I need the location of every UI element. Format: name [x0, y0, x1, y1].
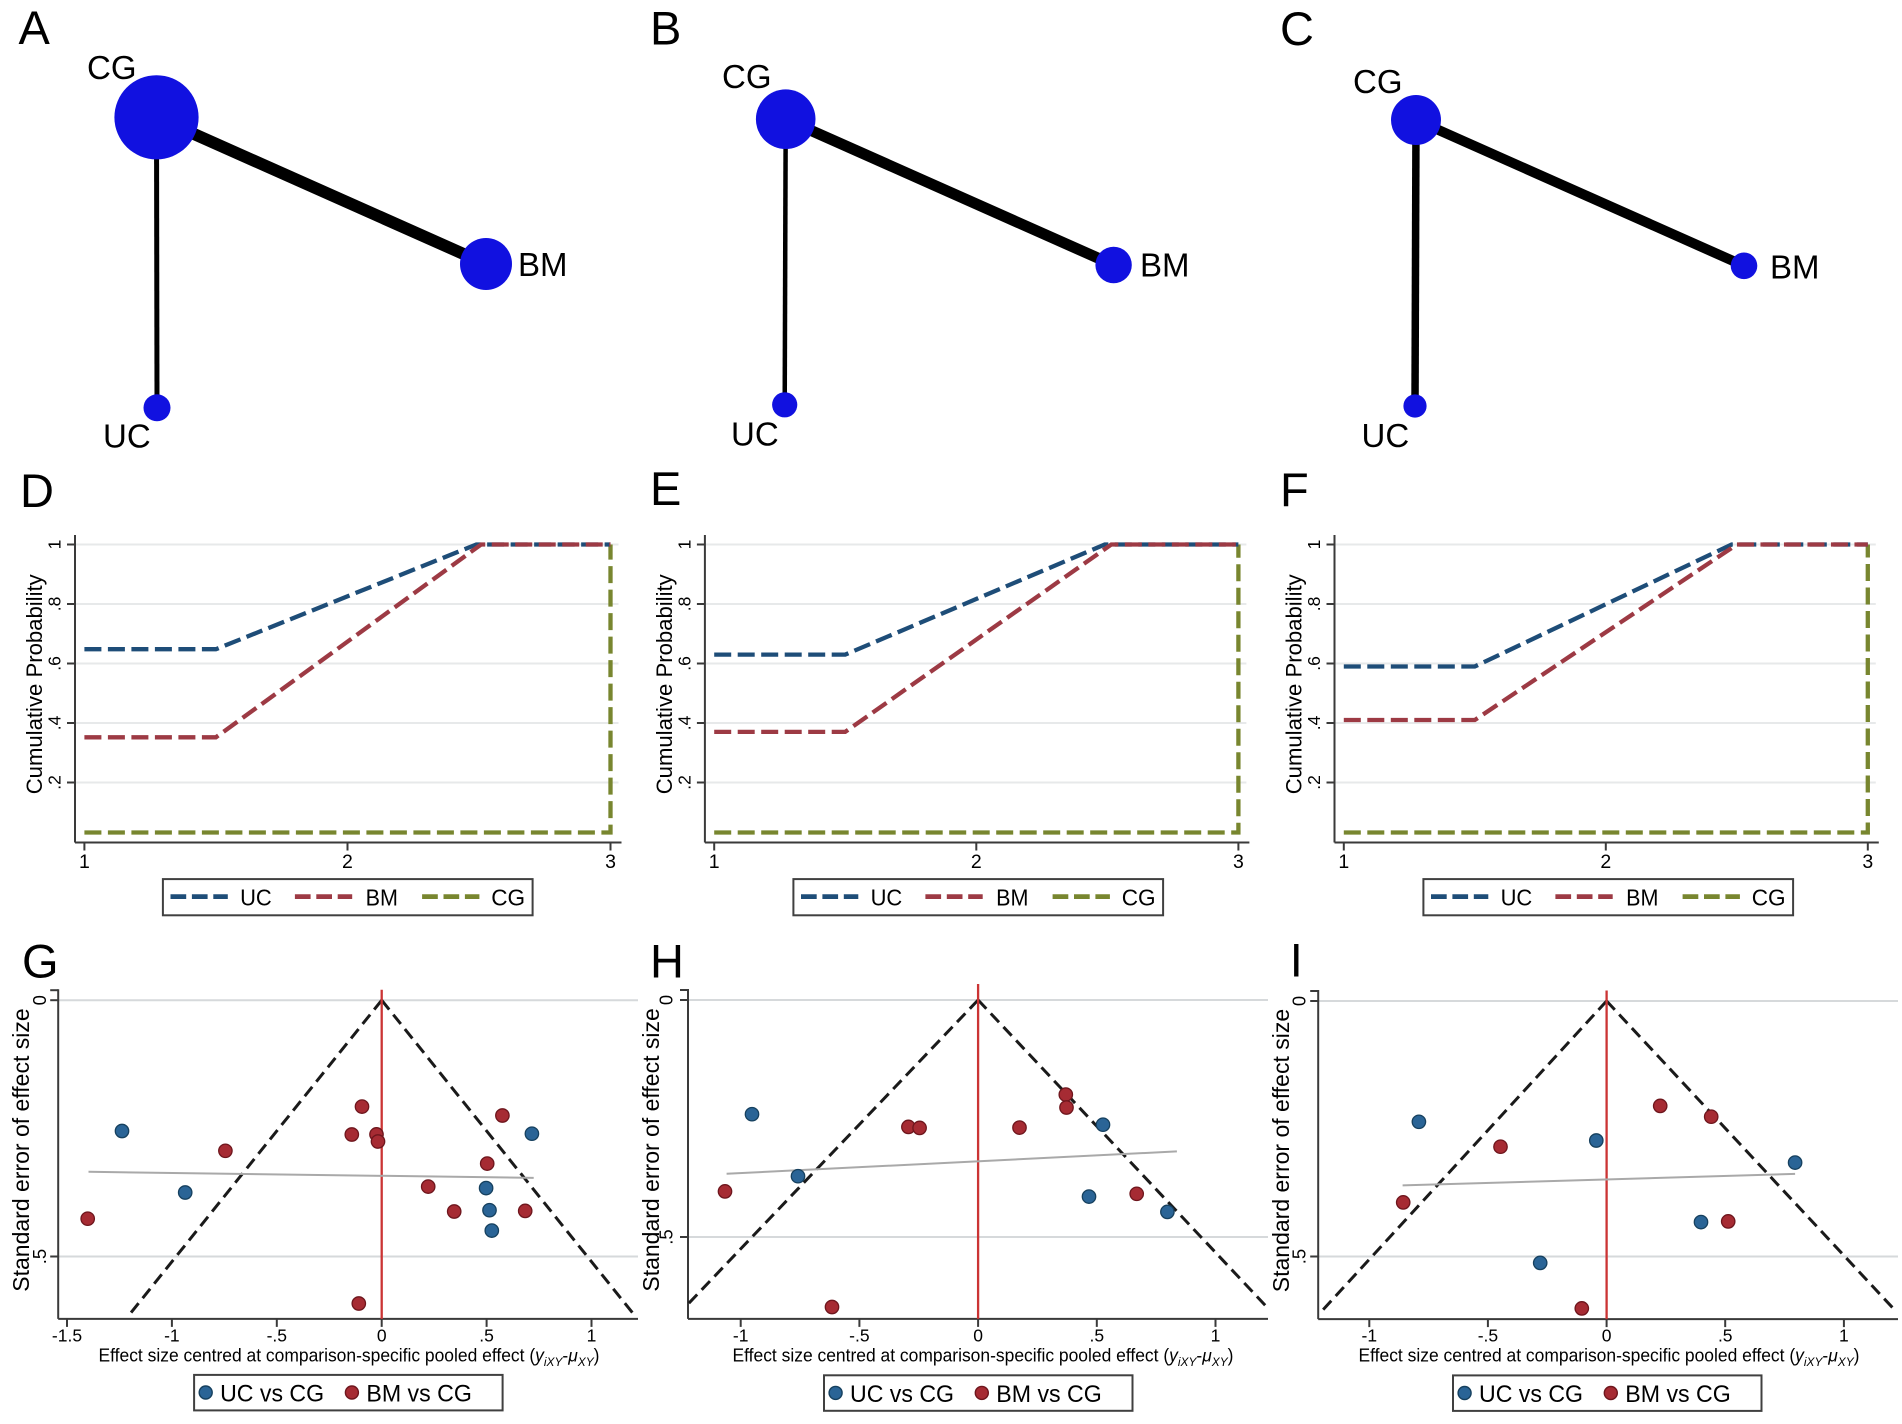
svg-text:UC: UC: [871, 885, 903, 911]
svg-text:BM vs CG: BM vs CG: [996, 1381, 1102, 1408]
svg-text:0: 0: [377, 1325, 387, 1345]
svg-text:Effect size centred at compari: Effect size centred at comparison-specif…: [99, 1346, 600, 1370]
svg-text:.5: .5: [479, 1325, 494, 1345]
svg-text:0: 0: [1602, 1326, 1612, 1346]
svg-text:UC vs CG: UC vs CG: [220, 1380, 324, 1407]
svg-text:Cumulative Probability: Cumulative Probability: [1282, 574, 1307, 794]
svg-text:.4: .4: [1304, 715, 1324, 730]
svg-text:2: 2: [971, 851, 982, 873]
svg-text:.5: .5: [1289, 1249, 1310, 1264]
svg-text:BM: BM: [1626, 885, 1658, 911]
svg-text:UC: UC: [240, 885, 272, 911]
svg-text:.5: .5: [1718, 1326, 1733, 1346]
svg-text:.4: .4: [45, 715, 65, 730]
svg-text:Standard error of effect size: Standard error of effect size: [638, 1008, 664, 1291]
svg-text:3: 3: [1233, 851, 1244, 873]
svg-text:CG: CG: [1752, 885, 1786, 911]
svg-text:-.5: -.5: [267, 1325, 287, 1345]
svg-text:-1: -1: [164, 1325, 180, 1345]
svg-text:Standard error of effect size: Standard error of effect size: [1268, 1009, 1294, 1292]
svg-text:BM: BM: [366, 885, 398, 911]
svg-text:UC: UC: [1362, 417, 1410, 454]
svg-text:.8: .8: [674, 597, 694, 612]
svg-text:CG: CG: [1122, 885, 1156, 911]
svg-text:UC vs CG: UC vs CG: [1479, 1381, 1583, 1408]
svg-text:-.5: -.5: [1478, 1326, 1498, 1346]
svg-text:1: 1: [1304, 540, 1324, 550]
svg-text:CG: CG: [87, 49, 137, 86]
svg-text:2: 2: [1600, 851, 1611, 873]
svg-text:.6: .6: [674, 656, 694, 671]
svg-text:UC: UC: [731, 416, 779, 453]
svg-text:.2: .2: [1304, 775, 1324, 790]
svg-text:BM: BM: [1770, 248, 1820, 285]
svg-text:CG: CG: [1353, 63, 1403, 100]
svg-text:CG: CG: [491, 885, 525, 911]
svg-text:B: B: [650, 2, 681, 55]
svg-text:H: H: [650, 935, 684, 988]
svg-text:I: I: [1290, 934, 1303, 987]
svg-text:G: G: [22, 935, 59, 988]
svg-text:.6: .6: [1304, 656, 1324, 671]
svg-text:1: 1: [1211, 1325, 1221, 1345]
svg-text:CG: CG: [722, 58, 772, 95]
svg-text:.5: .5: [1089, 1325, 1104, 1345]
svg-text:1: 1: [674, 540, 694, 550]
svg-text:UC: UC: [103, 418, 151, 455]
svg-text:A: A: [19, 1, 51, 54]
svg-text:Effect size centred at compari: Effect size centred at comparison-specif…: [1359, 1346, 1860, 1370]
svg-text:1: 1: [1338, 851, 1349, 873]
svg-text:-1.5: -1.5: [52, 1325, 82, 1345]
svg-text:1: 1: [587, 1325, 597, 1345]
svg-text:-1: -1: [733, 1325, 749, 1345]
svg-text:UC vs CG: UC vs CG: [850, 1381, 954, 1408]
svg-text:1: 1: [709, 851, 720, 873]
svg-text:.4: .4: [674, 715, 694, 730]
svg-text:0: 0: [1289, 996, 1310, 1006]
svg-text:Cumulative Probability: Cumulative Probability: [22, 574, 47, 794]
svg-text:BM: BM: [996, 885, 1028, 911]
svg-text:2: 2: [342, 851, 353, 873]
svg-text:.5: .5: [656, 1229, 677, 1244]
svg-text:.5: .5: [29, 1249, 50, 1264]
svg-text:1: 1: [1839, 1326, 1849, 1346]
svg-text:.6: .6: [45, 656, 65, 671]
svg-text:1: 1: [45, 540, 65, 550]
svg-text:Standard error of effect size: Standard error of effect size: [8, 1008, 34, 1291]
svg-text:-.5: -.5: [849, 1325, 869, 1345]
svg-text:1: 1: [79, 851, 90, 873]
svg-text:D: D: [20, 464, 54, 517]
svg-text:Cumulative Probability: Cumulative Probability: [652, 574, 677, 794]
svg-text:.2: .2: [674, 775, 694, 790]
svg-text:0: 0: [656, 995, 677, 1005]
svg-text:UC: UC: [1501, 885, 1533, 911]
svg-text:C: C: [1280, 2, 1314, 55]
svg-text:Effect size centred at compari: Effect size centred at comparison-specif…: [733, 1346, 1234, 1370]
svg-text:3: 3: [605, 851, 616, 873]
svg-text:F: F: [1280, 463, 1309, 516]
svg-text:BM vs CG: BM vs CG: [366, 1380, 472, 1407]
svg-text:BM vs CG: BM vs CG: [1625, 1381, 1731, 1408]
svg-text:.8: .8: [1304, 597, 1324, 612]
svg-text:0: 0: [29, 995, 50, 1005]
svg-text:BM: BM: [518, 246, 568, 283]
svg-text:0: 0: [973, 1325, 983, 1345]
svg-text:.8: .8: [45, 597, 65, 612]
svg-text:BM: BM: [1140, 247, 1190, 284]
svg-text:.2: .2: [45, 775, 65, 790]
svg-text:3: 3: [1862, 851, 1873, 873]
svg-text:-1: -1: [1362, 1326, 1378, 1346]
svg-text:E: E: [650, 462, 681, 515]
